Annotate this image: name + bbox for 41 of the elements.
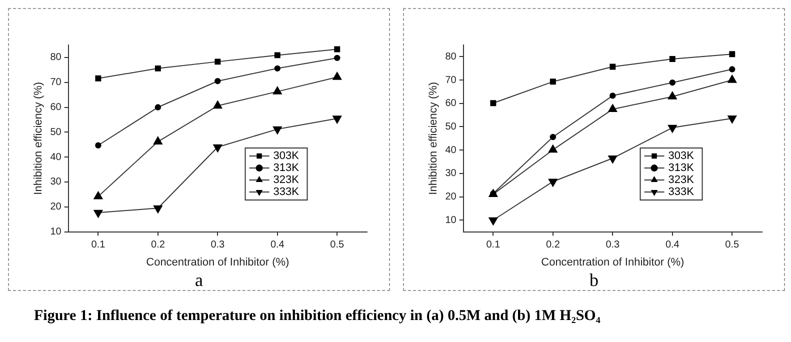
- x-tick-label: 0.1: [91, 240, 106, 251]
- x-tick-label: 0.3: [210, 240, 226, 251]
- legend-label: 303K: [273, 150, 300, 162]
- legend-label: 323K: [273, 174, 300, 186]
- x-tick-label: 0.2: [150, 240, 166, 251]
- x-tick-label: 0.4: [665, 240, 680, 251]
- x-tick-label: 0.5: [725, 240, 740, 251]
- y-tick-label: 40: [50, 152, 62, 163]
- y-tick-label: 80: [445, 51, 457, 62]
- text: b: [588, 270, 600, 291]
- y-tick-label: 20: [445, 192, 457, 203]
- legend-label: 323K: [668, 174, 695, 186]
- y-tick-label: 60: [50, 102, 62, 114]
- caption: Figure 1: Influence of temperature on inhibition efficiency in (a) 0.5M and (b) 1M H₂SO₄: [34, 308, 600, 325]
- x-axis-title: Concentration of Inhibitor (%): [541, 256, 684, 268]
- y-tick-label: 30: [445, 168, 457, 180]
- text: a: [194, 270, 204, 291]
- y-axis-title: Inhibition efficiency (%): [32, 82, 45, 195]
- x-tick-label: 0.5: [330, 240, 345, 251]
- y-tick-label: 70: [50, 77, 62, 88]
- y-tick-label: 50: [445, 121, 457, 132]
- x-tick-label: 0.4: [270, 240, 285, 251]
- legend-label: 303K: [668, 150, 695, 162]
- legend-label: 333K: [668, 186, 695, 198]
- y-tick-label: 60: [445, 98, 457, 110]
- y-tick-label: 80: [50, 52, 62, 64]
- y-tick-label: 20: [50, 202, 62, 213]
- y-tick-label: 10: [445, 214, 457, 226]
- x-tick-label: 0.3: [606, 240, 620, 251]
- x-tick-label: 0.2: [546, 240, 560, 251]
- y-axis-title: Inhibition efficiency (%): [428, 82, 440, 195]
- x-tick-label: 0.1: [486, 240, 501, 251]
- y-tick-label: 10: [50, 226, 62, 238]
- y-tick-label: 70: [445, 74, 457, 86]
- y-tick-label: 30: [50, 176, 62, 188]
- y-tick-label: 40: [445, 144, 457, 156]
- legend-label: 313K: [668, 162, 695, 174]
- legend-label: 333K: [273, 186, 300, 198]
- x-axis-title: Concentration of Inhibitor (%): [146, 256, 290, 268]
- legend-label: 313K: [273, 162, 300, 174]
- y-tick-label: 50: [50, 126, 62, 138]
